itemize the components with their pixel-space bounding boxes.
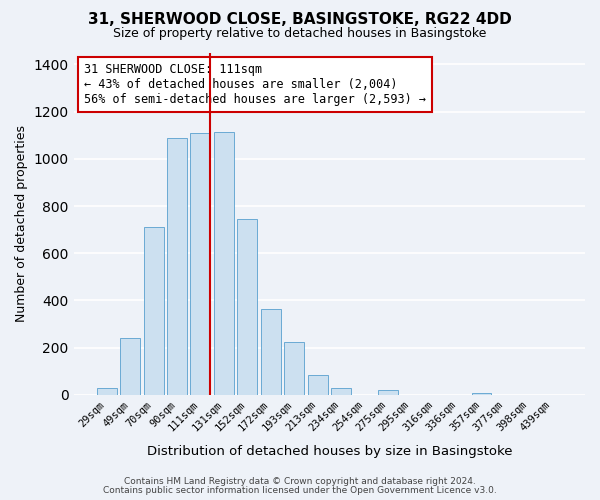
Bar bbox=[331, 388, 351, 395]
Bar bbox=[472, 392, 491, 395]
Bar bbox=[308, 375, 328, 395]
Bar bbox=[120, 338, 140, 395]
Text: 31 SHERWOOD CLOSE: 111sqm
← 43% of detached houses are smaller (2,004)
56% of se: 31 SHERWOOD CLOSE: 111sqm ← 43% of detac… bbox=[84, 63, 426, 106]
Y-axis label: Number of detached properties: Number of detached properties bbox=[15, 125, 28, 322]
Text: 31, SHERWOOD CLOSE, BASINGSTOKE, RG22 4DD: 31, SHERWOOD CLOSE, BASINGSTOKE, RG22 4D… bbox=[88, 12, 512, 28]
Bar bbox=[238, 219, 257, 395]
Text: Contains HM Land Registry data © Crown copyright and database right 2024.: Contains HM Land Registry data © Crown c… bbox=[124, 477, 476, 486]
X-axis label: Distribution of detached houses by size in Basingstoke: Distribution of detached houses by size … bbox=[146, 444, 512, 458]
Bar bbox=[261, 308, 281, 395]
Bar bbox=[167, 138, 187, 395]
Bar bbox=[284, 342, 304, 395]
Bar bbox=[214, 132, 234, 395]
Text: Contains public sector information licensed under the Open Government Licence v3: Contains public sector information licen… bbox=[103, 486, 497, 495]
Text: Size of property relative to detached houses in Basingstoke: Size of property relative to detached ho… bbox=[113, 28, 487, 40]
Bar bbox=[190, 133, 211, 395]
Bar bbox=[97, 388, 116, 395]
Bar bbox=[378, 390, 398, 395]
Bar bbox=[143, 228, 164, 395]
